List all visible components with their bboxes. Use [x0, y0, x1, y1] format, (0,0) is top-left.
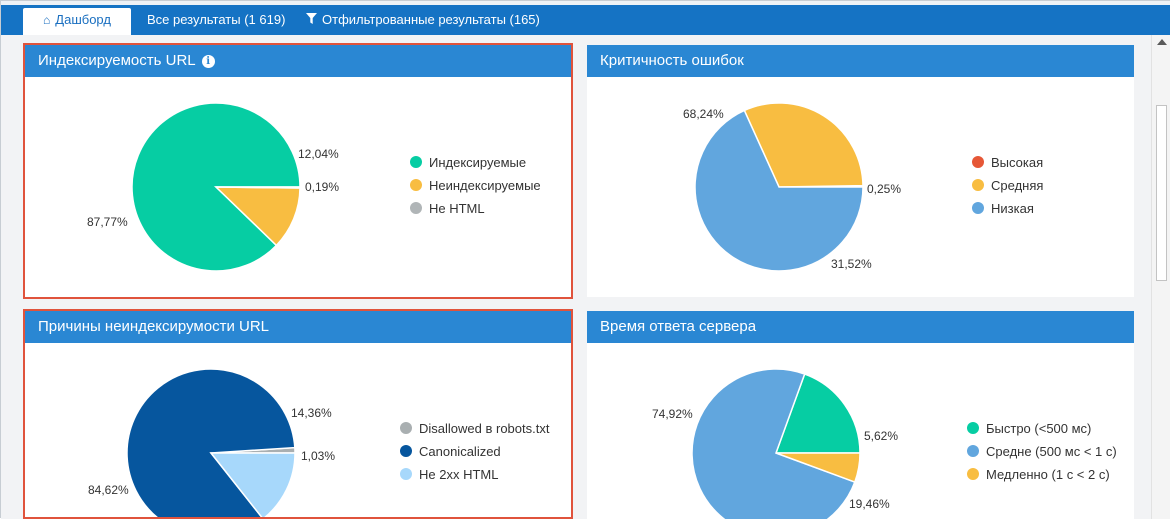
pie-label-disallowed: 1,03% [301, 449, 336, 463]
legend-label: Быстро (<500 мс) [986, 421, 1092, 436]
pie-label-non-html: 0,19% [305, 180, 340, 194]
pie-label-medium: 31,52% [831, 257, 872, 271]
pie-label-not-2xx: 14,36% [291, 406, 332, 420]
tab-all-results[interactable]: Все результаты (1 619) [135, 8, 297, 32]
legend: Высокая Средняя Низкая [972, 151, 1043, 220]
pie-reasons [127, 369, 295, 519]
legend-label: Не HTML [429, 201, 485, 216]
panel-title: Причины неиндексирумости URL [25, 311, 571, 343]
legend-item[interactable]: Средняя [972, 174, 1043, 197]
pie-slice-2[interactable] [692, 369, 856, 519]
pie-label-low: 68,24% [683, 107, 724, 121]
pie-slice-3[interactable] [695, 109, 863, 271]
tab-all-results-label: Все результаты (1 619) [147, 12, 286, 27]
pie-severity [695, 103, 863, 271]
tab-dashboard[interactable]: ⌂ Дашборд [23, 8, 131, 35]
legend-dot [967, 445, 979, 457]
legend-item[interactable]: Неиндексируемые [410, 174, 541, 197]
info-icon[interactable]: i [201, 55, 215, 68]
legend-dot [972, 156, 984, 168]
legend-dot [410, 202, 422, 214]
pie-label-non-indexable: 12,04% [298, 147, 339, 161]
legend: Disallowed в robots.txt Canonicalized Не… [400, 417, 549, 486]
dashboard-content: Индексируемость URL i 87,77% 12,04% 0,19%… [1, 35, 1151, 519]
legend-item[interactable]: Низкая [972, 197, 1043, 220]
legend-dot [400, 422, 412, 434]
pie-slice-2[interactable] [743, 103, 863, 188]
home-icon: ⌂ [43, 13, 51, 27]
pie-label-indexable: 87,77% [87, 215, 128, 229]
panel-server-response-time: Время ответа сервера 74,92% 5,62% 19,46%… [587, 311, 1134, 519]
panel-non-indexability-reasons: Причины неиндексирумости URL 14,36% 1,03… [25, 311, 571, 519]
panel-error-severity: Критичность ошибок 68,24% 0,25% 31,52% В… [587, 45, 1134, 297]
legend-dot [967, 468, 979, 480]
panel-indexability: Индексируемость URL i 87,77% 12,04% 0,19%… [25, 45, 571, 297]
legend-label: Canonicalized [419, 444, 501, 459]
legend-label: Средняя [991, 178, 1044, 193]
panel-reasons-title: Причины неиндексирумости URL [38, 318, 270, 335]
panel-severity-title: Критичность ошибок [600, 52, 744, 69]
legend: Индексируемые Неиндексируемые Не HTML [410, 151, 541, 220]
pie-label-canonicalized: 84,62% [88, 483, 129, 497]
legend-dot [967, 422, 979, 434]
legend-dot [972, 179, 984, 191]
pie-label-high: 0,25% [867, 182, 902, 196]
legend-label: Неиндексируемые [429, 178, 541, 193]
pie-label-slow: 5,62% [864, 429, 899, 443]
pie-slice-1[interactable] [774, 373, 860, 454]
legend-label: Высокая [991, 155, 1044, 170]
tab-bar: ⌂ Дашборд Все результаты (1 619) Отфильтр… [1, 1, 1170, 35]
legend-dot [400, 468, 412, 480]
legend-dot [410, 179, 422, 191]
legend-item[interactable]: Быстро (<500 мс) [967, 417, 1117, 440]
panel-indexability-title: Индексируемость URL [38, 52, 196, 69]
tab-dashboard-label: Дашборд [55, 12, 111, 27]
highlight-reasons [23, 309, 573, 519]
legend-item[interactable]: Средне (500 мс < 1 с) [967, 440, 1117, 463]
legend-label: Средне (500 мс < 1 с) [986, 444, 1117, 459]
legend-label: Disallowed в robots.txt [419, 421, 550, 436]
panel-title: Время ответа сервера [587, 311, 1134, 343]
legend-item[interactable]: Не 2xx HTML [400, 463, 549, 486]
scroll-up-arrow-icon[interactable] [1157, 39, 1167, 45]
panel-title: Критичность ошибок [587, 45, 1134, 77]
legend-item[interactable]: Медленно (1 с < 2 с) [967, 463, 1117, 486]
tab-filtered-results-label: Отфильтрованные результаты (165) [322, 12, 540, 27]
pie-label-medium: 74,92% [652, 407, 693, 421]
legend: Быстро (<500 мс) Средне (500 мс < 1 с) М… [967, 417, 1117, 486]
pie-slice-2[interactable] [214, 186, 300, 247]
pie-response [692, 369, 860, 519]
legend-dot [972, 202, 984, 214]
legend-label: Индексируемые [429, 155, 527, 170]
legend-dot [400, 445, 412, 457]
legend-item[interactable]: Высокая [972, 151, 1043, 174]
legend-item[interactable]: Disallowed в robots.txt [400, 417, 549, 440]
legend-item[interactable]: Не HTML [410, 197, 541, 220]
pie-slice-2[interactable] [127, 369, 295, 519]
panel-title: Индексируемость URL i [25, 45, 571, 77]
legend-label: Медленно (1 с < 2 с) [986, 467, 1110, 482]
legend-label: Низкая [991, 201, 1034, 216]
highlight-indexability [23, 43, 573, 299]
scroll-thumb[interactable] [1156, 105, 1167, 281]
legend-item[interactable]: Индексируемые [410, 151, 541, 174]
panel-response-title: Время ответа сервера [600, 318, 757, 335]
filter-icon [306, 8, 317, 32]
pie-indexability [132, 103, 300, 271]
tab-filtered-results[interactable]: Отфильтрованные результаты (165) [294, 8, 552, 32]
legend-label: Не 2xx HTML [419, 467, 499, 482]
legend-item[interactable]: Canonicalized [400, 440, 549, 463]
vertical-scrollbar[interactable] [1151, 35, 1170, 519]
pie-label-fast: 19,46% [849, 497, 890, 511]
legend-dot [410, 156, 422, 168]
